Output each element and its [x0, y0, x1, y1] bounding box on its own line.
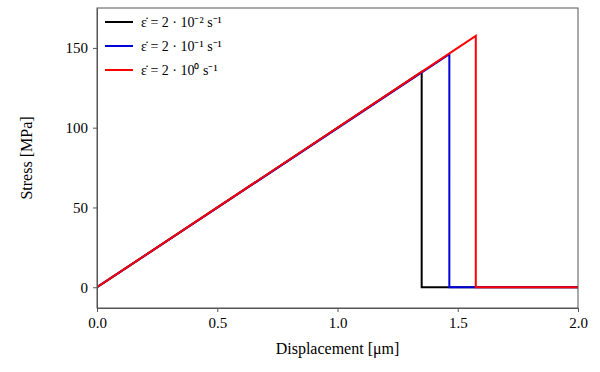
tick: 50	[73, 200, 97, 216]
series-line	[97, 36, 578, 287]
legend-entry: ε̇ = 2 · 10⁻¹ s⁻¹	[105, 39, 222, 54]
y-axis: 0 50 100 150	[66, 9, 98, 309]
tick-mark	[578, 308, 579, 312]
tick-mark	[97, 308, 98, 312]
tick-label: 0	[81, 280, 89, 296]
tick-label: 50	[73, 200, 88, 216]
legend-label: ε̇ = 2 · 10⁻² s⁻¹	[141, 15, 222, 30]
tick-mark	[458, 308, 459, 312]
legend-swatch	[105, 21, 133, 23]
tick-mark	[93, 287, 97, 288]
series-line	[97, 72, 578, 287]
tick-label: 100	[66, 120, 89, 136]
tick-label: 1.0	[329, 315, 348, 331]
y-axis-title: Stress [MPa]	[18, 116, 35, 199]
tick-mark	[338, 308, 339, 312]
x-axis: 0.0 0.5 1.0 1.5 2.0	[88, 308, 588, 331]
tick: 150	[66, 40, 98, 56]
tick-label: 0.0	[88, 315, 107, 331]
series-line	[97, 54, 578, 287]
tick-mark	[93, 128, 97, 129]
x-axis-title: Displacement [μm]	[276, 340, 400, 358]
legend-entry: ε̇ = 2 · 10⁻² s⁻¹	[105, 15, 222, 30]
frame	[97, 8, 578, 308]
tick: 2.0	[569, 308, 588, 331]
tick-label: 1.5	[449, 315, 468, 331]
legend-label: ε̇ = 2 · 10⁻¹ s⁻¹	[141, 39, 222, 54]
lines	[97, 36, 578, 287]
tick-mark	[93, 207, 97, 208]
tick-mark	[217, 308, 218, 312]
legend-swatch	[105, 45, 133, 47]
tick-label: 2.0	[569, 315, 588, 331]
legend-swatch	[105, 69, 133, 71]
legend: ε̇ = 2 · 10⁻² s⁻¹ ε̇ = 2 · 10⁻¹ s⁻¹ ε̇ = 2…	[105, 15, 222, 78]
legend-entry: ε̇ = 2 · 10⁰ s⁻¹	[105, 63, 218, 78]
tick: 1.5	[449, 308, 468, 331]
tick: 0.5	[208, 308, 227, 331]
tick: 0.0	[88, 308, 107, 331]
tick-mark	[93, 48, 97, 49]
plot: 0.0 0.5 1.0 1.5 2.0 0 50 100 150 ε̇ = 2 · 10⁻² s⁻…	[66, 8, 588, 331]
tick: 100	[66, 120, 98, 136]
axis-line	[97, 9, 98, 309]
legend-label: ε̇ = 2 · 10⁰ s⁻¹	[141, 63, 218, 78]
tick-label: 0.5	[208, 315, 227, 331]
tick: 1.0	[329, 308, 348, 331]
tick-label: 150	[66, 40, 89, 56]
tick: 0	[81, 280, 98, 296]
chart: 0.0 0.5 1.0 1.5 2.0 0 50 100 150 ε̇ = 2 · 10⁻² s⁻…	[0, 0, 600, 372]
